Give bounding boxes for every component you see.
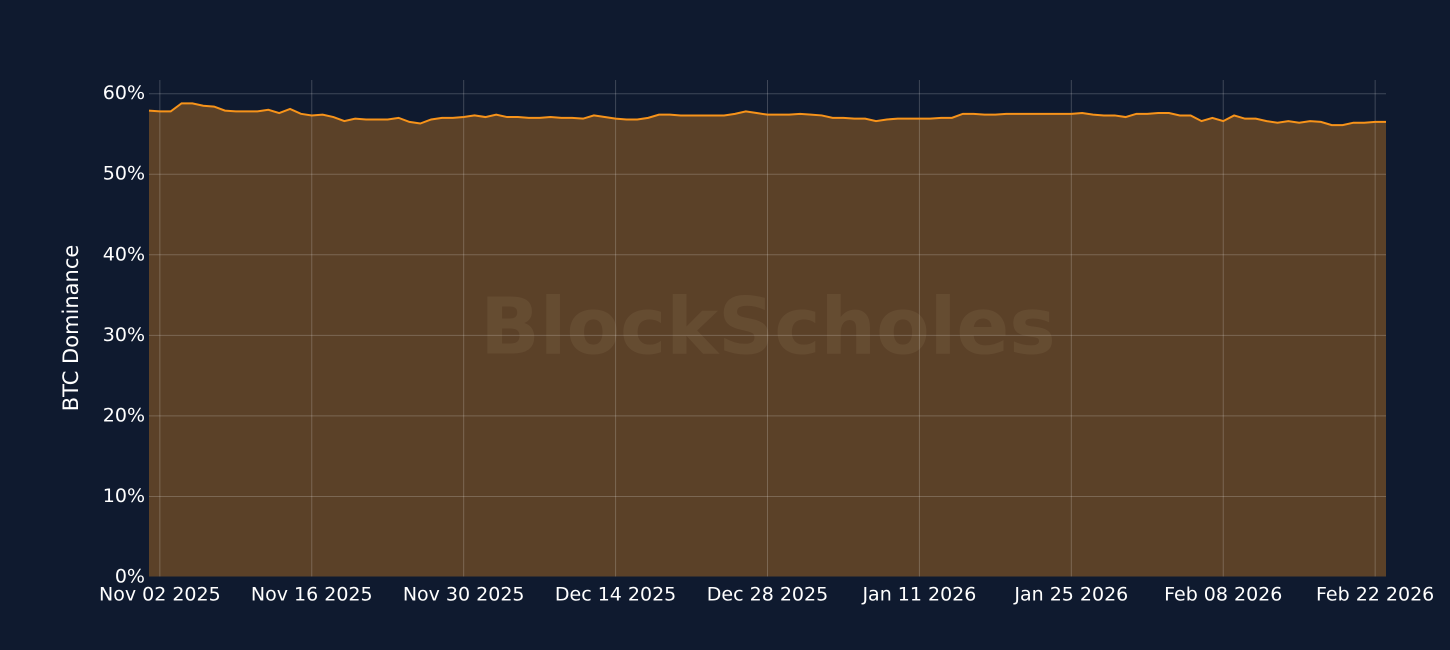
x-tick-label: Feb 22 2026 [1316, 584, 1434, 606]
y-tick-label: 40% [103, 243, 145, 265]
y-tick-label: 50% [103, 163, 145, 185]
area-fill [149, 103, 1386, 578]
x-tick-label: Dec 28 2025 [707, 584, 828, 606]
x-tick-label: Dec 14 2025 [555, 584, 676, 606]
y-tick-label: 0% [115, 566, 145, 588]
x-tick-label: Jan 11 2026 [861, 584, 976, 606]
line [148, 102, 1386, 127]
x-tick-label: Nov 16 2025 [251, 584, 373, 606]
y-axis-label: BTC Dominance [59, 245, 83, 412]
watermark: BlockScholes [480, 282, 1055, 372]
x-tick-label: Nov 30 2025 [403, 584, 525, 606]
x-tick-label: Jan 25 2026 [1013, 584, 1128, 606]
x-tick-label: Feb 08 2026 [1164, 584, 1282, 606]
x-tick-label: Nov 02 2025 [99, 584, 221, 606]
y-tick-label: 20% [103, 404, 145, 426]
y-tick-label: 10% [103, 485, 145, 507]
y-tick-label: 60% [103, 82, 145, 104]
y-tick-label: 30% [103, 324, 145, 346]
